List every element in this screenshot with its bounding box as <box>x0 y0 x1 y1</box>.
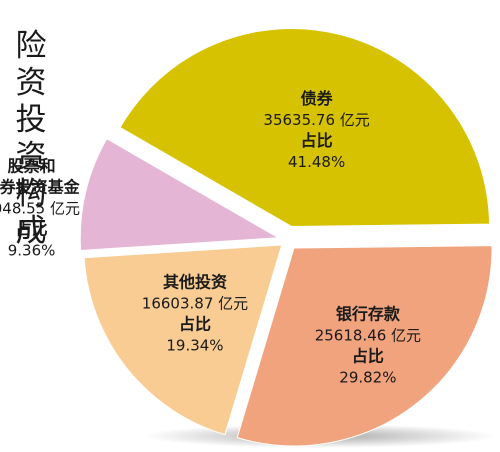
slice-label: 证券投资基金 <box>0 177 81 196</box>
slice-percent: 29.82% <box>339 369 396 387</box>
title-char: 资 <box>15 139 47 175</box>
slice-value: 8048.55 亿元 <box>0 199 80 217</box>
title-char: 构 <box>15 176 47 212</box>
slice-percent: 41.48% <box>288 153 345 171</box>
title-char: 成 <box>15 213 47 249</box>
slice-share-label: 占比 <box>179 315 211 334</box>
title-char: 资 <box>15 65 47 101</box>
slice-label: 其他投资 <box>163 273 227 292</box>
chart-title: 险 资 投 资 构 成 <box>14 28 48 250</box>
slice-percent: 19.34% <box>166 337 223 355</box>
slice-value: 25618.46 亿元 <box>315 327 421 345</box>
pie-slice <box>79 138 280 252</box>
slice-label: 股票和 <box>8 156 56 175</box>
title-char: 投 <box>15 102 47 138</box>
slice-share-label: 占比 <box>16 219 48 238</box>
slice-value: 35635.76 亿元 <box>263 111 369 129</box>
slice-share-label: 占比 <box>352 347 384 366</box>
title-char: 险 <box>15 28 47 64</box>
slice-label: 银行存款 <box>336 305 401 324</box>
slice-share-label: 占比 <box>301 131 333 150</box>
slice-value: 16603.87 亿元 <box>142 295 248 313</box>
slice-label: 债券 <box>301 89 334 108</box>
pie-slice <box>236 245 493 447</box>
slice-percent: 9.36% <box>8 241 56 259</box>
pie-slice <box>83 244 283 436</box>
pie-slice <box>119 27 491 227</box>
